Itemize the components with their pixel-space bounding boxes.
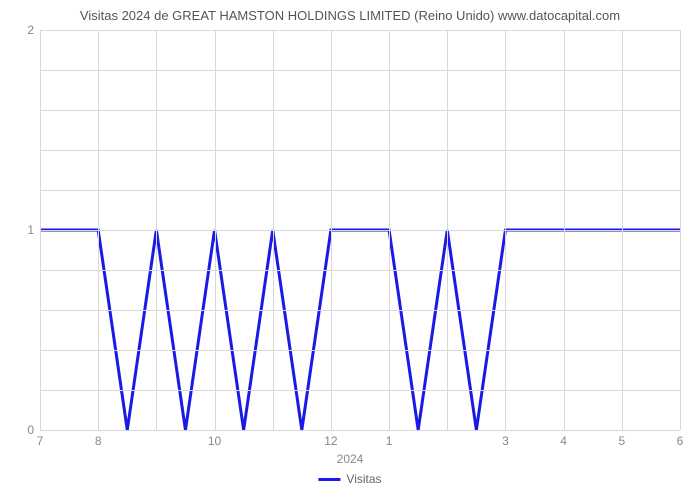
gridline-h-minor: [40, 350, 680, 351]
gridline-v: [273, 30, 274, 430]
gridline-h-minor: [40, 310, 680, 311]
legend: Visitas: [318, 472, 381, 486]
gridline-v: [156, 30, 157, 430]
x-axis-title: 2024: [337, 452, 364, 466]
gridline-v: [331, 30, 332, 430]
x-tick-label: 4: [560, 430, 567, 448]
gridline-v: [505, 30, 506, 430]
legend-swatch: [318, 478, 340, 481]
gridline-h-minor: [40, 150, 680, 151]
gridline-h: [40, 30, 680, 31]
gridline-h-minor: [40, 270, 680, 271]
gridline-v: [447, 30, 448, 430]
gridline-v: [389, 30, 390, 430]
gridline-v: [680, 30, 681, 430]
plot-area: 01278101213456: [40, 30, 680, 430]
gridline-v: [622, 30, 623, 430]
x-tick-label: 10: [208, 430, 221, 448]
gridline-v: [215, 30, 216, 430]
chart-container: Visitas 2024 de GREAT HAMSTON HOLDINGS L…: [0, 0, 700, 500]
gridline-h: [40, 430, 680, 431]
x-tick-label: 8: [95, 430, 102, 448]
x-tick-label: 7: [37, 430, 44, 448]
x-tick-label: 3: [502, 430, 509, 448]
x-tick-label: 5: [618, 430, 625, 448]
x-tick-label: 12: [324, 430, 337, 448]
gridline-h-minor: [40, 390, 680, 391]
legend-label: Visitas: [346, 472, 381, 486]
gridline-h-minor: [40, 110, 680, 111]
gridline-h-minor: [40, 70, 680, 71]
y-tick-label: 1: [27, 223, 40, 237]
gridline-h: [40, 230, 680, 231]
gridline-v: [98, 30, 99, 430]
x-tick-label: 6: [677, 430, 684, 448]
y-tick-label: 2: [27, 23, 40, 37]
gridline-v: [40, 30, 41, 430]
x-tick-label: 1: [386, 430, 393, 448]
chart-title: Visitas 2024 de GREAT HAMSTON HOLDINGS L…: [0, 0, 700, 23]
gridline-v: [564, 30, 565, 430]
gridline-h-minor: [40, 190, 680, 191]
